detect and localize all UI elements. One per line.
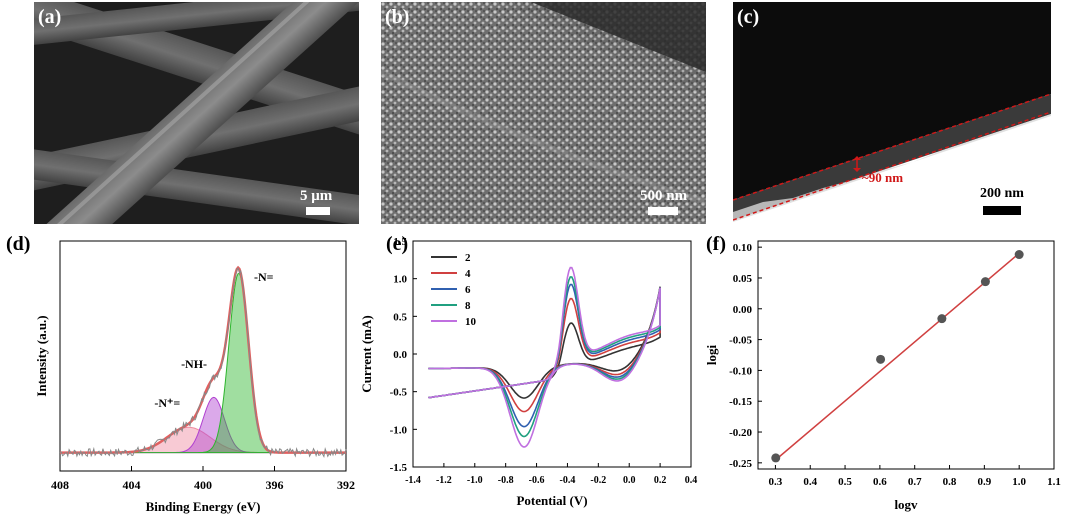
chart-d-xps: 408 404 400 396 392 Binding Energy (eV) Intens… — [34, 240, 355, 514]
y-tick-label: 0.5 — [393, 311, 407, 323]
plot-frame — [412, 240, 692, 468]
y-tick-label: -1.0 — [390, 424, 408, 436]
x-tick-label: 0.4 — [803, 476, 817, 488]
panel-label-f: (f) — [706, 233, 726, 255]
y-tick-label: 0.0 — [393, 349, 407, 361]
chart-e-cv: -1.4 -1.2 -1.0 -0.8 -0.6 -0.4 -0.2 0.0 0.2 0.4 -1.… — [359, 236, 698, 508]
x-tick-label: 400 — [194, 478, 212, 492]
tem-image-c — [733, 2, 1051, 224]
y-tick-label: 0.05 — [733, 273, 753, 285]
x-tick-label: 0.9 — [977, 476, 991, 488]
scalebar-label-c: 200 nm — [980, 186, 1024, 201]
data-point-1 — [876, 354, 886, 364]
x-tick-label: 396 — [266, 478, 284, 492]
panel-label-d: (d) — [6, 233, 31, 255]
peak-label-Nplus: -N⁺= — [154, 396, 180, 410]
legend-label-6: 6 — [465, 284, 471, 296]
peak-label-NH: -NH- — [181, 357, 207, 371]
x-tick-label: 0.8 — [943, 476, 957, 488]
panel-label-c: (c) — [737, 6, 760, 28]
x-tick-label: -1.2 — [436, 475, 452, 486]
x-tick-label: 0.0 — [623, 475, 636, 486]
panel-label-a: (a) — [38, 6, 62, 28]
y-axis-label: Current (mA) — [359, 315, 374, 392]
y-tick-label: -1.5 — [390, 462, 408, 474]
y-tick-label: 0.00 — [733, 304, 753, 316]
x-tick-label: 1.0 — [1012, 476, 1026, 488]
y-tick-label: -0.10 — [729, 365, 752, 377]
y-tick-label: -0.5 — [390, 387, 408, 399]
y-axis-label: Intensity (a.u.) — [34, 315, 49, 396]
scalebar-label-b: 500 nm — [640, 188, 688, 204]
x-tick-label: -0.6 — [529, 475, 545, 486]
data-point-2 — [937, 314, 947, 324]
y-tick-label: -0.15 — [729, 396, 752, 408]
y-tick-label: 0.10 — [733, 242, 753, 254]
x-axis-label: logv — [894, 497, 918, 512]
sem-image-a — [34, 2, 359, 224]
scalebar-a — [306, 207, 330, 215]
legend-label-10: 10 — [465, 316, 477, 328]
chart-f-logi-logv: 0.3 0.4 0.5 0.6 0.7 0.8 0.9 1.0 1.1 -0.25 -0.20 -0.… — [704, 240, 1061, 512]
scalebar-b — [648, 207, 678, 215]
y-tick-label: 1.0 — [393, 274, 407, 286]
cv-series-10 — [428, 266, 661, 448]
y-tick-label: -0.25 — [729, 458, 752, 470]
x-tick-label: 404 — [123, 478, 141, 492]
sem-image-b — [381, 2, 706, 224]
legend-label-8: 8 — [465, 300, 471, 312]
scalebar-label-a: 5 μm — [300, 188, 333, 204]
x-tick-label: -1.0 — [467, 475, 483, 486]
y-tick-label: -0.05 — [729, 335, 752, 347]
panel-label-e: (e) — [386, 233, 409, 255]
data-point-0 — [771, 453, 781, 463]
x-tick-label: 0.2 — [654, 475, 667, 486]
peak-1 — [60, 396, 346, 454]
y-tick-label: -0.20 — [729, 427, 752, 439]
y-tick-label: 1.5 — [393, 236, 407, 248]
peak-label-N: -N= — [254, 270, 274, 284]
x-tick-label: 0.7 — [908, 476, 922, 488]
x-tick-label: 408 — [51, 478, 69, 492]
x-tick-label: 0.3 — [769, 476, 783, 488]
x-tick-label: 0.5 — [838, 476, 852, 488]
x-tick-label: 1.1 — [1047, 476, 1061, 488]
legend-label-4: 4 — [465, 268, 471, 280]
cv-series-8 — [428, 276, 661, 438]
y-axis-label: logi — [704, 345, 719, 366]
panel-label-b: (b) — [385, 6, 410, 28]
x-tick-label: -0.8 — [498, 475, 514, 486]
data-point-4 — [1014, 250, 1024, 260]
x-tick-label: 392 — [337, 478, 355, 492]
x-tick-label: -1.4 — [405, 475, 421, 486]
x-axis-label: Potential (V) — [516, 493, 587, 508]
cv-series-6 — [428, 283, 661, 428]
fit-line — [775, 252, 1020, 461]
legend-label-2: 2 — [465, 252, 471, 264]
thickness-annotation-c: ~90 nm — [862, 170, 904, 185]
raw-spectrum — [59, 267, 347, 459]
plot-frame — [757, 240, 1055, 470]
x-tick-label: 0.4 — [685, 475, 698, 486]
x-tick-label: -0.2 — [590, 475, 606, 486]
x-axis-label: Binding Energy (eV) — [146, 499, 261, 514]
x-tick-label: -0.4 — [560, 475, 576, 486]
scalebar-c — [983, 206, 1021, 215]
data-point-3 — [980, 277, 990, 287]
x-tick-label: 0.6 — [873, 476, 887, 488]
